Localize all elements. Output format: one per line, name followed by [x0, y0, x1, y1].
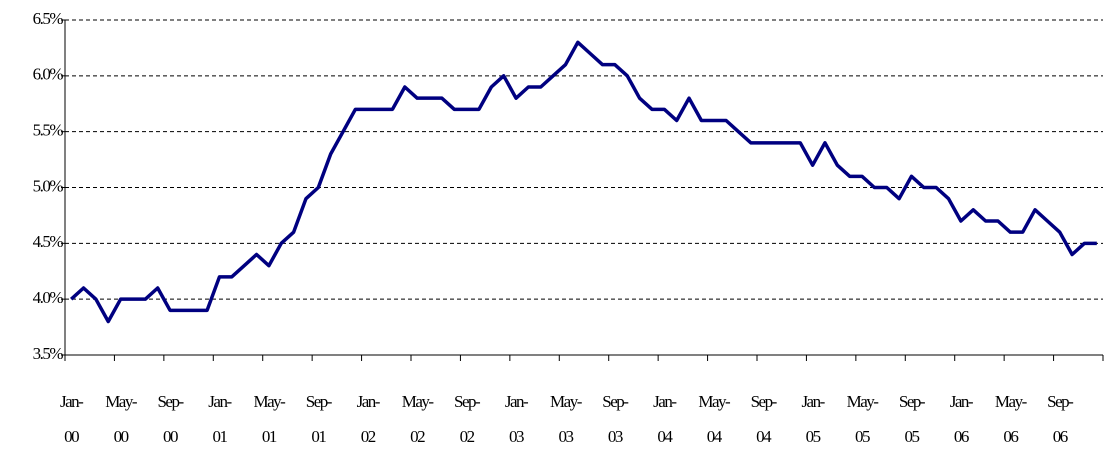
y-tick-label: 6.0%	[33, 65, 64, 84]
x-tick-label: May-01	[253, 392, 286, 446]
x-tick-label: May-00	[105, 392, 138, 446]
x-tick-label: Sep-04	[751, 392, 778, 446]
x-tick-label: May-06	[995, 392, 1028, 446]
y-tick-label: 4.5%	[33, 232, 64, 251]
x-tick-label: Jan-03	[505, 392, 529, 446]
x-tick-label: Sep-06	[1047, 392, 1074, 446]
x-tick-label: May-04	[698, 392, 731, 446]
y-tick-label: 6.5%	[33, 9, 64, 28]
x-tick-label: Sep-02	[454, 392, 481, 446]
x-tick-label: Sep-05	[899, 392, 926, 446]
x-tick-label: Jan-06	[950, 392, 974, 446]
x-tick-label: May-03	[550, 392, 583, 446]
y-tick-label: 4.0%	[33, 288, 64, 307]
x-tick-label: Jan-01	[208, 392, 232, 446]
x-tick-label: Jan-04	[653, 392, 677, 446]
line-series	[70, 40, 1097, 324]
x-tick-label: Jan-00	[60, 392, 84, 446]
x-tick-label: Sep-03	[602, 392, 629, 446]
x-tick-label: Jan-02	[357, 392, 381, 446]
x-tick-label: May-05	[847, 392, 880, 446]
x-tick-label: Jan-05	[801, 392, 825, 446]
x-tick-label: May-02	[402, 392, 435, 446]
y-tick-label: 5.5%	[33, 121, 64, 140]
y-tick-label: 5.0%	[33, 176, 64, 195]
y-tick-label: 3.5%	[33, 344, 64, 363]
x-tick-label: Sep-00	[157, 392, 184, 446]
x-tick-label: Sep-01	[306, 392, 333, 446]
